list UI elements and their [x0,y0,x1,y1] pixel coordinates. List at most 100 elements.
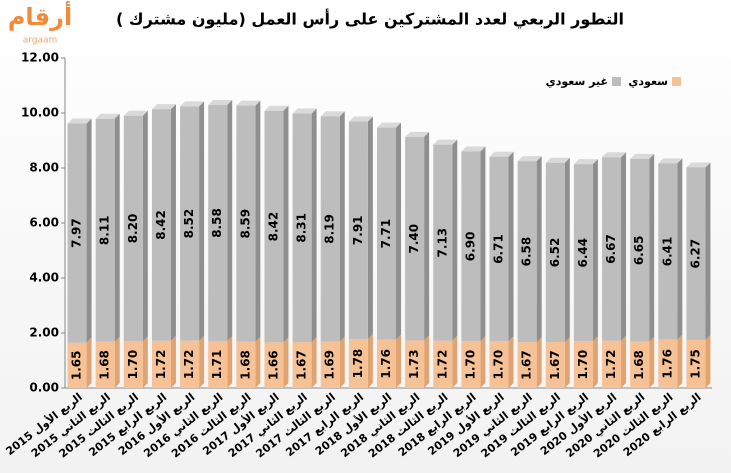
data-label: 8.52 [182,209,196,239]
data-label: 1.76 [379,349,393,379]
data-label: 8.59 [238,209,252,239]
bar-depth [367,334,373,388]
bar [405,136,425,341]
bar [602,157,622,341]
bar [686,167,706,340]
bar [517,342,537,388]
bar-depth [424,335,430,388]
data-label: 1.70 [576,350,590,380]
data-label: 8.58 [210,208,224,238]
data-label: 1.69 [323,350,337,380]
data-label: 1.70 [492,350,506,380]
data-label: 1.72 [435,350,449,380]
bar-depth [396,334,401,388]
bar-depth [452,335,458,388]
y-tick-label: 6.00 [29,216,59,230]
bar-depth [536,337,542,388]
bar [686,339,706,388]
bar [151,340,171,388]
y-tick-label: 10.00 [21,106,59,120]
bar-depth [536,156,542,343]
data-label: 1.68 [632,350,646,380]
bar-top [236,100,261,106]
bar-depth [508,336,514,388]
data-label: 6.67 [604,234,618,264]
bar-depth [677,334,683,388]
bar [123,341,143,388]
bar [236,105,256,342]
data-label: 1.75 [688,349,702,379]
bar-depth [255,336,261,388]
data-label: 1.70 [463,350,477,380]
bar-depth [564,157,570,343]
bar-top [433,139,458,145]
data-label: 1.72 [182,350,196,380]
bar-depth [508,151,514,342]
bar-top [264,105,289,111]
bar-top [208,100,233,106]
bar [602,340,622,388]
legend-label: غير سعودي [546,75,608,88]
data-label: 7.97 [70,218,84,248]
bar-depth [367,116,373,340]
bar [264,342,284,388]
bar [95,341,115,388]
legend-swatch [612,77,621,86]
bar-depth [424,131,430,341]
bar-depth [480,146,486,342]
y-tick-label: 2.00 [29,326,59,340]
bar [208,105,228,341]
bar [545,162,565,343]
bar [545,342,565,388]
data-label: 1.67 [520,350,534,380]
bar [489,341,509,388]
bar-top [545,157,570,163]
bar [461,151,481,342]
data-label: 1.76 [660,349,674,379]
data-label: 6.52 [548,238,562,268]
bar [320,341,340,388]
bar-top [630,153,655,159]
data-label: 8.42 [154,210,168,240]
data-label: 8.11 [98,215,112,245]
bar-top [151,104,176,110]
data-label: 1.67 [548,350,562,380]
bar-depth [142,336,148,388]
bar-depth [705,162,711,340]
bar [433,340,453,388]
data-label: 6.58 [520,237,534,267]
bar [433,144,453,341]
bar [292,113,312,343]
bar-top [67,118,92,124]
data-label: 8.42 [266,212,280,242]
bar [320,116,340,342]
bar-depth [649,336,655,388]
bar-top [573,159,598,165]
bar [348,339,368,388]
bar [377,127,396,340]
data-label: 8.19 [323,214,337,244]
logo: أرقام [8,1,72,31]
data-label: 6.71 [492,234,506,264]
bar [489,156,509,342]
y-tick-label: 8.00 [29,161,59,175]
bar-top [292,108,317,114]
bar-depth [452,139,458,341]
bar-depth [170,335,176,388]
bar-depth [114,113,120,342]
bar-top [461,146,486,152]
bar [264,110,284,343]
bar [348,121,368,340]
bar-depth [86,337,92,388]
bar-top [517,156,542,162]
bar [630,158,650,342]
bar [208,340,228,388]
bar-top [377,122,401,128]
bar [461,341,481,388]
bar-depth [396,122,401,340]
bar [658,339,678,388]
bar [67,342,87,388]
bar-depth [621,152,627,341]
bar-depth [311,108,317,343]
